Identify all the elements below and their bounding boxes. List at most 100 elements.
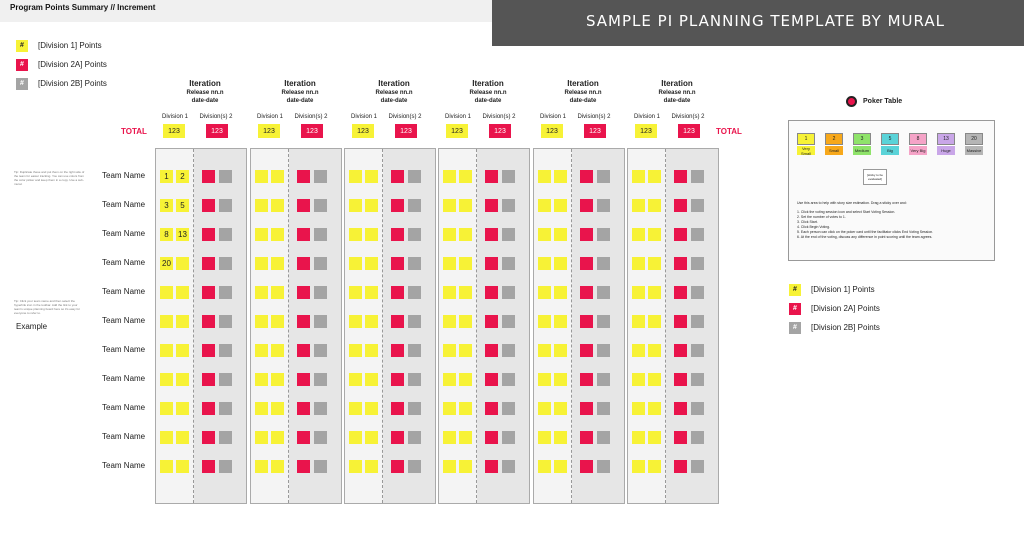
division-2a-point-sticky[interactable] [674,257,687,270]
division-1-point-sticky[interactable] [160,373,173,386]
division-1-point-sticky[interactable] [459,344,472,357]
division-1-point-sticky[interactable] [271,228,284,241]
division-2a-point-sticky[interactable] [580,373,593,386]
division-1-point-sticky[interactable] [365,460,378,473]
division-2b-point-sticky[interactable] [597,199,610,212]
division-2a-point-sticky[interactable] [297,257,310,270]
sticky-to-evaluate[interactable]: [sticky to be evaluated] [863,169,887,185]
division-2b-point-sticky[interactable] [597,257,610,270]
division-2b-point-sticky[interactable] [502,460,515,473]
division-1-point-sticky[interactable]: 20 [160,257,173,270]
division-1-point-sticky[interactable] [648,373,661,386]
division-2a-point-sticky[interactable] [391,431,404,444]
division-2b-point-sticky[interactable] [408,257,421,270]
division-1-point-sticky[interactable] [459,257,472,270]
division-2a-point-sticky[interactable] [391,373,404,386]
division-2a-point-sticky[interactable] [485,431,498,444]
division-2b-point-sticky[interactable] [219,315,232,328]
division-1-point-sticky[interactable] [271,170,284,183]
division-1-point-sticky[interactable] [648,460,661,473]
division-2b-point-sticky[interactable] [502,344,515,357]
division-2a-point-sticky[interactable] [391,460,404,473]
division-1-point-sticky[interactable] [632,257,645,270]
division-2b-point-sticky[interactable] [314,460,327,473]
division-1-point-sticky[interactable] [255,344,268,357]
division-2b-point-sticky[interactable] [219,460,232,473]
division-2a-point-sticky[interactable] [391,286,404,299]
division-2a-point-sticky[interactable] [202,402,215,415]
division-1-point-sticky[interactable] [255,431,268,444]
division-1-point-sticky[interactable] [349,228,362,241]
division-2a-point-sticky[interactable] [485,257,498,270]
division-1-point-sticky[interactable] [271,315,284,328]
division-1-point-sticky[interactable] [632,402,645,415]
division-1-point-sticky[interactable] [459,228,472,241]
division-2a-point-sticky[interactable] [674,170,687,183]
division-2b-point-sticky[interactable] [314,431,327,444]
division-2b-point-sticky[interactable] [597,431,610,444]
division-1-point-sticky[interactable] [443,257,456,270]
division-2b-point-sticky[interactable] [691,402,704,415]
team-name-label[interactable]: Team Name [102,287,146,296]
division-1-point-sticky[interactable] [648,199,661,212]
division-2a-point-sticky[interactable] [391,315,404,328]
division-1-point-sticky[interactable] [459,373,472,386]
division-2b-point-sticky[interactable] [597,315,610,328]
poker-card[interactable]: 20 Massive [965,133,983,155]
division-2b-point-sticky[interactable] [219,344,232,357]
division-1-point-sticky[interactable] [648,257,661,270]
division-2a-point-sticky[interactable] [580,228,593,241]
division-2a-point-sticky[interactable] [674,199,687,212]
division-2a-point-sticky[interactable] [674,228,687,241]
division-2a-point-sticky[interactable] [202,257,215,270]
division-2b-point-sticky[interactable] [502,228,515,241]
division-1-point-sticky[interactable] [632,170,645,183]
division-1-point-sticky[interactable] [459,402,472,415]
division-2b-point-sticky[interactable] [219,170,232,183]
division-1-point-sticky[interactable] [255,170,268,183]
division-2a-point-sticky[interactable] [674,431,687,444]
division-2b-point-sticky[interactable] [219,257,232,270]
division-2a-point-sticky[interactable] [202,286,215,299]
division-2a-point-sticky[interactable] [391,199,404,212]
division-1-point-sticky[interactable] [365,373,378,386]
division-1-point-sticky[interactable] [176,460,189,473]
division-2b-point-sticky[interactable] [219,402,232,415]
division-1-point-sticky[interactable] [271,431,284,444]
division-1-point-sticky[interactable] [554,286,567,299]
division-1-point-sticky[interactable] [443,460,456,473]
division-1-point-sticky[interactable] [443,373,456,386]
division-1-point-sticky[interactable] [271,460,284,473]
division-1-point-sticky[interactable]: 1 [160,170,173,183]
division-1-point-sticky[interactable] [554,315,567,328]
division-2a-point-sticky[interactable] [485,228,498,241]
division-1-point-sticky[interactable] [271,373,284,386]
division-2b-point-sticky[interactable] [597,373,610,386]
division-1-point-sticky[interactable] [554,373,567,386]
division-2a-point-sticky[interactable] [202,431,215,444]
division-1-point-sticky[interactable] [538,460,551,473]
division-1-point-sticky[interactable] [443,286,456,299]
division-1-point-sticky[interactable] [176,402,189,415]
division-2b-point-sticky[interactable] [691,170,704,183]
division-1-point-sticky[interactable] [349,315,362,328]
division-1-point-sticky[interactable] [255,286,268,299]
division-1-point-sticky[interactable] [648,344,661,357]
division-1-point-sticky[interactable] [176,315,189,328]
team-name-label[interactable]: Team Name [102,200,146,209]
division-2a-point-sticky[interactable] [674,460,687,473]
division-2b-point-sticky[interactable] [502,199,515,212]
division-1-point-sticky[interactable] [648,228,661,241]
division-2a-point-sticky[interactable] [202,170,215,183]
division-2b-point-sticky[interactable] [314,315,327,328]
division-2b-point-sticky[interactable] [408,286,421,299]
division-1-point-sticky[interactable] [349,373,362,386]
division-2b-point-sticky[interactable] [314,257,327,270]
division-1-point-sticky[interactable] [443,402,456,415]
division-2b-point-sticky[interactable] [691,373,704,386]
division-2a-point-sticky[interactable] [674,315,687,328]
division-1-point-sticky[interactable] [538,286,551,299]
division-1-point-sticky[interactable] [632,286,645,299]
team-name-label[interactable]: Team Name [102,345,146,354]
poker-card[interactable]: 5 Big [881,133,899,155]
